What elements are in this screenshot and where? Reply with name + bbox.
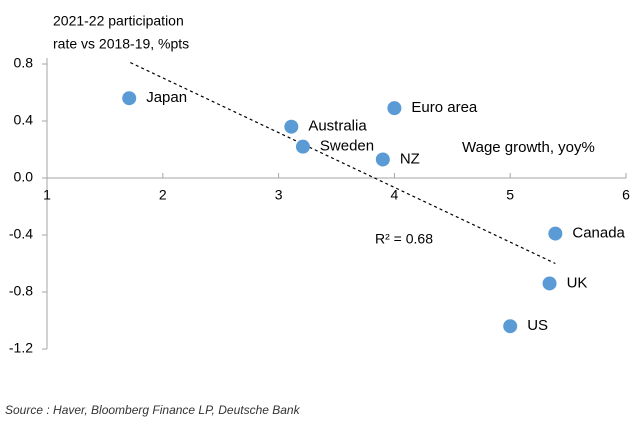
source: Source : Haver, Bloomberg Finance LP, De…	[5, 403, 301, 417]
point-label: US	[527, 317, 548, 334]
point	[503, 319, 518, 334]
point-label: Japan	[146, 89, 187, 106]
point	[295, 139, 310, 154]
title-line: 2021-22 participation	[53, 13, 184, 29]
x-tick-label: 1	[43, 187, 51, 203]
point	[122, 91, 137, 106]
point	[375, 152, 390, 167]
annotation: R² = 0.68	[375, 231, 433, 247]
point-label: Sweden	[320, 138, 374, 155]
y-tick-label: 0.0	[14, 169, 34, 185]
title-line: rate vs 2018-19, %pts	[53, 36, 189, 52]
y-tick-label: 0.8	[14, 55, 34, 71]
point	[542, 276, 557, 291]
x-axis-label: Wage growth, yoy%	[462, 139, 595, 156]
x-tick-label: 2	[159, 187, 167, 203]
x-tick-label: 5	[506, 187, 514, 203]
trendline	[130, 62, 556, 265]
point-label: Australia	[308, 118, 367, 135]
point	[387, 101, 402, 116]
point	[284, 119, 299, 134]
y-tick-label: -1.2	[9, 340, 33, 356]
y-tick-label: -0.8	[9, 283, 33, 299]
point-label: Euro area	[411, 99, 478, 116]
point-label: UK	[567, 274, 588, 291]
point	[548, 226, 563, 241]
y-tick-label: -0.4	[9, 226, 33, 242]
point-label: NZ	[400, 150, 420, 167]
y-tick-label: 0.4	[14, 112, 34, 128]
x-tick-label: 3	[275, 187, 283, 203]
x-tick-label: 6	[622, 187, 630, 203]
x-tick-label: 4	[391, 187, 399, 203]
point-label: Canada	[572, 225, 625, 242]
